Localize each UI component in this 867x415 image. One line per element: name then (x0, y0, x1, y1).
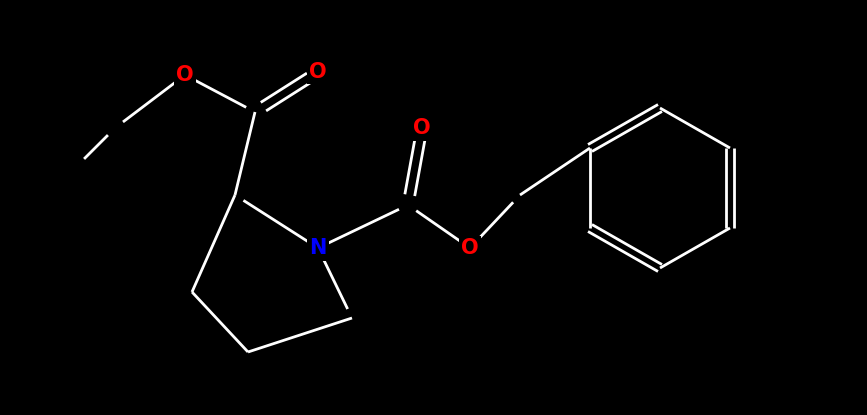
Text: O: O (461, 238, 479, 258)
Text: O: O (414, 118, 431, 138)
Text: N: N (310, 238, 327, 258)
Text: O: O (176, 65, 194, 85)
Text: O: O (310, 62, 327, 82)
